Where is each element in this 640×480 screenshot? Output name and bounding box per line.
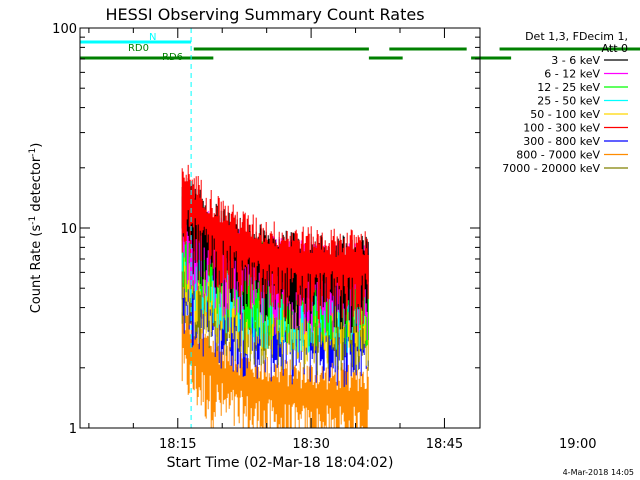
- x-tick-label: 18:45: [426, 437, 463, 452]
- legend-label: 100 - 300 keV: [523, 122, 600, 135]
- series-group: [181, 164, 369, 428]
- x-tick-label: 19:00: [559, 437, 596, 452]
- series-line: [181, 312, 369, 428]
- legend-label: 50 - 100 keV: [530, 108, 600, 121]
- legend-label: 3 - 6 keV: [551, 54, 600, 67]
- flag-label: RD6: [162, 52, 183, 63]
- legend-label: 6 - 12 keV: [544, 68, 600, 81]
- legend-label: 800 - 7000 keV: [516, 149, 600, 162]
- chart-title: HESSI Observing Summary Count Rates: [105, 5, 424, 24]
- legend-header: Det 1,3, FDecim 1,: [525, 30, 628, 43]
- y-tick-label: 10: [60, 222, 77, 237]
- timestamp: 4-Mar-2018 14:05: [562, 468, 634, 477]
- series-line: [181, 164, 369, 325]
- plot-frame: [79, 27, 481, 429]
- y-axis: 1 10 100: [52, 22, 480, 437]
- legend-label: 12 - 25 keV: [537, 81, 600, 94]
- y-axis-label: Count Rate (s-1 detector-1): [28, 143, 44, 314]
- x-axis-label: Start Time (02-Mar-18 18:04:02): [167, 455, 394, 471]
- legend-label: 25 - 50 keV: [537, 95, 600, 108]
- y-tick-label: 100: [52, 22, 77, 37]
- flag-label: RD0: [128, 43, 149, 54]
- y-tick-label: 1: [69, 422, 77, 437]
- x-tick-label: 18:30: [292, 437, 329, 452]
- legend-label: 300 - 800 keV: [523, 135, 600, 148]
- flag-label: N: [149, 32, 156, 43]
- x-tick-label: 18:15: [159, 437, 196, 452]
- legend-label: 7000 - 20000 keV: [502, 162, 600, 175]
- legend-header: Att 0: [602, 42, 628, 55]
